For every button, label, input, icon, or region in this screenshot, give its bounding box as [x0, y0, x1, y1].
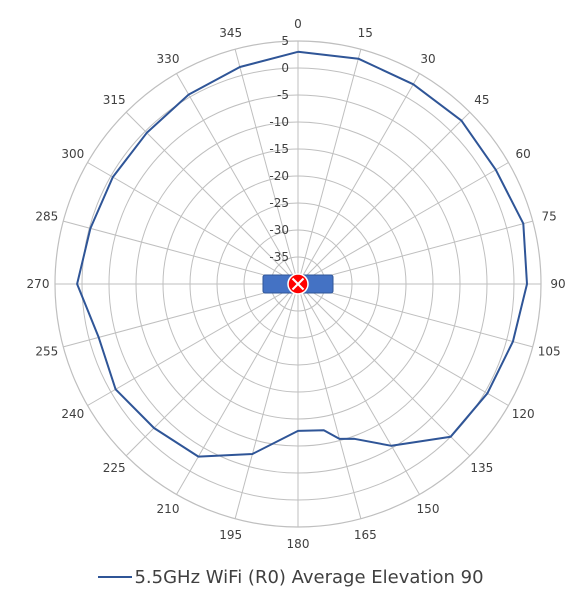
radial-tick-label: 0: [281, 61, 289, 75]
angle-tick-label: 345: [219, 26, 242, 40]
radial-tick-label: -30: [269, 223, 289, 237]
radial-tick-label: -25: [269, 196, 289, 210]
angle-tick-label: 15: [358, 26, 373, 40]
grid-spoke: [63, 283, 299, 348]
grid-spoke: [297, 283, 420, 495]
grid-spoke: [125, 111, 299, 285]
angle-tick-label: 240: [61, 407, 84, 421]
angle-tick-label: 135: [470, 461, 493, 475]
angle-tick-label: 90: [550, 277, 565, 291]
grid-spoke: [63, 220, 299, 285]
series-layer: [76, 50, 528, 458]
grid-spoke: [176, 73, 299, 285]
angle-tick-label: 120: [512, 407, 535, 421]
angle-tick-label: 165: [354, 528, 377, 542]
angle-tick-label: 75: [542, 210, 557, 224]
angle-tick-label: 195: [219, 528, 242, 542]
polar-grid: [54, 40, 542, 528]
radial-tick-label: -15: [269, 142, 289, 156]
angle-tick-label: 45: [474, 93, 489, 107]
device-icon: [262, 273, 334, 295]
angle-tick-label: 255: [35, 344, 58, 358]
tick-labels: 0 15 30 45 60 75 90 105 120 135 150 165 180 195 210 225…: [27, 17, 566, 551]
grid-spoke: [176, 283, 299, 495]
radial-tick-label: 5: [281, 34, 289, 48]
grid-spoke: [297, 283, 362, 519]
grid-spoke: [297, 283, 509, 406]
grid-spoke: [87, 283, 299, 406]
grid-spoke: [297, 73, 420, 285]
angle-tick-label: 150: [417, 502, 440, 516]
angle-tick-label: 30: [420, 52, 435, 66]
legend: 5.5GHz WiFi (R0) Average Elevation 90: [0, 560, 582, 594]
polar-chart: 0 15 30 45 60 75 90 105 120 135 150 165 180 195 210 225…: [27, 17, 566, 551]
angle-tick-label: 315: [103, 93, 126, 107]
grid-spoke: [87, 162, 299, 285]
angle-tick-label: 210: [157, 502, 180, 516]
series-line: [76, 50, 528, 458]
radial-tick-label: -20: [269, 169, 289, 183]
center-marker-cross: [291, 277, 305, 291]
grid-spoke: [297, 162, 509, 285]
angle-tick-label: 60: [516, 147, 531, 161]
radial-tick-label: -10: [269, 115, 289, 129]
grid-spoke: [297, 283, 471, 457]
angle-tick-label: 270: [27, 277, 50, 291]
angle-tick-label: 330: [157, 52, 180, 66]
angle-tick-label: 300: [61, 147, 84, 161]
legend-line-swatch: [98, 576, 133, 578]
grid-spoke: [297, 220, 533, 285]
grid-spoke: [234, 49, 299, 285]
grid-spoke: [125, 283, 299, 457]
radial-tick-label: -35: [269, 250, 289, 264]
radial-tick-label: -5: [277, 88, 289, 102]
angle-tick-label: 105: [538, 344, 561, 358]
angle-tick-label: 225: [103, 461, 126, 475]
angle-tick-label: 285: [35, 210, 58, 224]
grid-spoke: [297, 111, 471, 285]
legend-series-name: 5.5GHz WiFi (R0) Average Elevation 90: [134, 566, 484, 588]
grid-spoke: [234, 283, 299, 519]
angle-tick-label: 180: [287, 537, 310, 551]
grid-spoke: [297, 283, 533, 348]
angle-tick-label: 0: [294, 17, 302, 31]
grid-spoke: [297, 49, 362, 285]
